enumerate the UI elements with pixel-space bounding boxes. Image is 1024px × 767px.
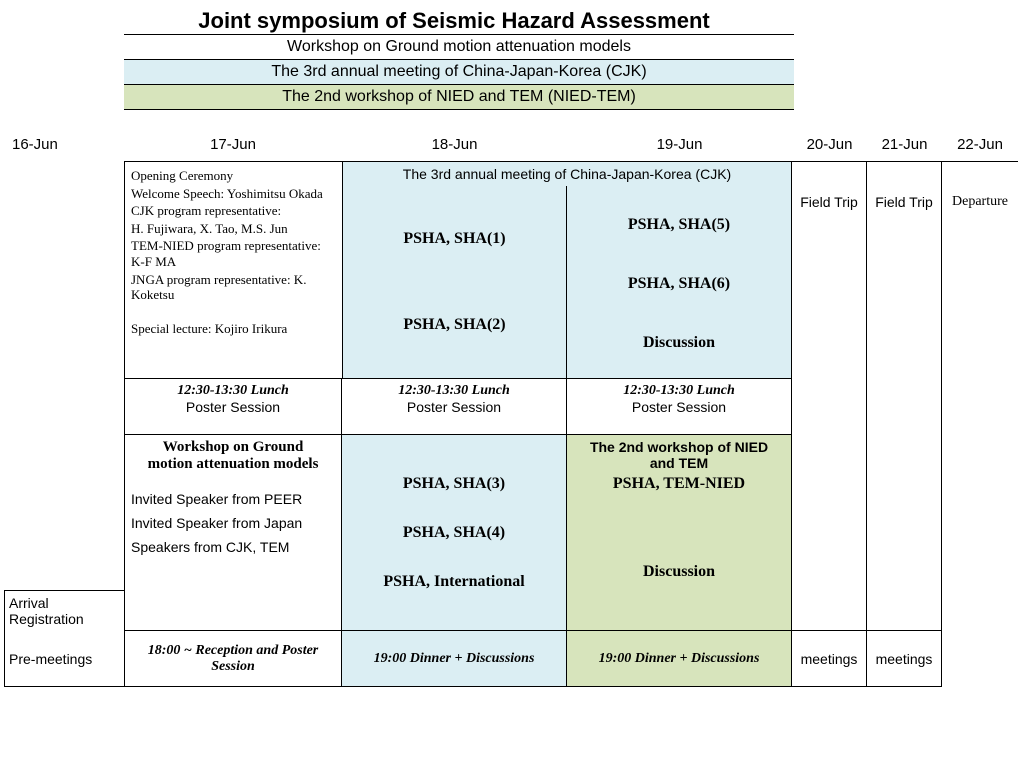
d19-afternoon: The 2nd workshop of NIED and TEM PSHA, T… [567, 435, 792, 631]
cjk-meeting-title: The 3rd annual meeting of China-Japan-Ko… [342, 161, 792, 186]
session-psha-sha1: PSHA, SHA(1) [349, 230, 560, 248]
d20-evening: meetings [792, 631, 867, 687]
jnga-rep: JNGA program representative: K. Koketsu [131, 272, 336, 303]
d17-evening: 18:00 ~ Reception and Poster Session [124, 631, 342, 687]
d17-poster-session: Poster Session [131, 399, 335, 415]
d17-afternoon: Workshop on Ground motion attenuation mo… [124, 435, 342, 631]
d20-mid [792, 379, 867, 435]
date-18: 18-Jun [342, 136, 567, 153]
workshop-title-l2: motion attenuation models [131, 456, 335, 473]
d18-evening: 19:00 Dinner + Discussions [342, 631, 567, 687]
tem-rep: TEM-NIED program representative: K-F MA [131, 238, 336, 269]
invited-japan: Invited Speaker from Japan [131, 515, 335, 531]
d21-aft [867, 435, 942, 631]
d19-morning-discussion: Discussion [573, 334, 785, 352]
date-22: 22-Jun [942, 136, 1018, 153]
d18-poster-session: Poster Session [348, 399, 560, 415]
welcome-speech: Welcome Speech: Yoshimitsu Okada [131, 186, 336, 202]
date-header-row: 16-Jun 17-Jun 18-Jun 19-Jun 20-Jun 21-Ju… [4, 136, 1020, 153]
cjk-rep-label: CJK program representative: [131, 203, 336, 219]
nied-tem-title-l2: and TEM [573, 455, 785, 471]
d18-morning: PSHA, SHA(1) PSHA, SHA(2) [342, 186, 567, 379]
date-19: 19-Jun [567, 136, 792, 153]
header-row-tem: The 2nd workshop of NIED and TEM (NIED-T… [124, 85, 794, 109]
d16-arrival: Arrival [9, 595, 120, 611]
date-17: 17-Jun [124, 136, 342, 153]
d21-mid [867, 379, 942, 435]
d17-lunch: 12:30-13:30 Lunch Poster Session [124, 379, 342, 435]
d17-morning: Opening Ceremony Welcome Speech: Yoshimi… [124, 161, 342, 379]
session-psha-sha4: PSHA, SHA(4) [342, 524, 566, 542]
d20-field-trip: Field Trip [792, 161, 867, 379]
header-row-workshop: Workshop on Ground motion attenuation mo… [124, 35, 794, 59]
d16-side: Arrival Registration [4, 435, 124, 631]
page-title: Joint symposium of Seismic Hazard Assess… [114, 8, 794, 34]
speakers-cjk-tem: Speakers from CJK, TEM [131, 539, 335, 555]
d20-aft [792, 435, 867, 631]
date-21: 21-Jun [867, 136, 942, 153]
d18-lunch: 12:30-13:30 Lunch Poster Session [342, 379, 567, 435]
workshop-title-l1: Workshop on Ground [131, 439, 335, 456]
d16-registration: Registration [9, 611, 120, 627]
date-16: 16-Jun [4, 136, 124, 153]
session-psha-sha2: PSHA, SHA(2) [349, 316, 560, 334]
d19-evening: 19:00 Dinner + Discussions [567, 631, 792, 687]
session-psha-intl: PSHA, International [342, 573, 566, 591]
invited-peer: Invited Speaker from PEER [131, 491, 335, 507]
d17-lunch-time: 12:30-13:30 Lunch [131, 383, 335, 399]
session-psha-sha5: PSHA, SHA(5) [573, 216, 785, 234]
nied-tem-title-l1: The 2nd workshop of NIED [573, 439, 785, 455]
d18-lunch-time: 12:30-13:30 Lunch [348, 383, 560, 399]
session-psha-tem-nied: PSHA, TEM-NIED [573, 475, 785, 493]
d21-evening: meetings [867, 631, 942, 687]
header-block: Workshop on Ground motion attenuation mo… [124, 34, 794, 110]
d22-departure: Departure [942, 161, 1018, 379]
session-psha-sha3: PSHA, SHA(3) [342, 475, 566, 493]
d19-poster-session: Poster Session [573, 399, 785, 415]
header-row-cjk: The 3rd annual meeting of China-Japan-Ko… [124, 60, 794, 84]
opening-ceremony-title: Opening Ceremony [131, 168, 336, 184]
date-20: 20-Jun [792, 136, 867, 153]
d19-aft-discussion: Discussion [573, 563, 785, 581]
schedule-grid: Opening Ceremony Welcome Speech: Yoshimi… [4, 161, 1018, 687]
d19-morning: PSHA, SHA(5) PSHA, SHA(6) Discussion [567, 186, 792, 379]
d16-premeetings: Pre-meetings [4, 631, 124, 687]
d19-lunch: 12:30-13:30 Lunch Poster Session [567, 379, 792, 435]
cjk-rep-names: H. Fujiwara, X. Tao, M.S. Jun [131, 221, 336, 237]
d21-field-trip: Field Trip [867, 161, 942, 379]
d19-lunch-time: 12:30-13:30 Lunch [573, 383, 785, 399]
special-lecture: Special lecture: Kojiro Irikura [131, 321, 336, 337]
session-psha-sha6: PSHA, SHA(6) [573, 275, 785, 293]
d18-afternoon: PSHA, SHA(3) PSHA, SHA(4) PSHA, Internat… [342, 435, 567, 631]
